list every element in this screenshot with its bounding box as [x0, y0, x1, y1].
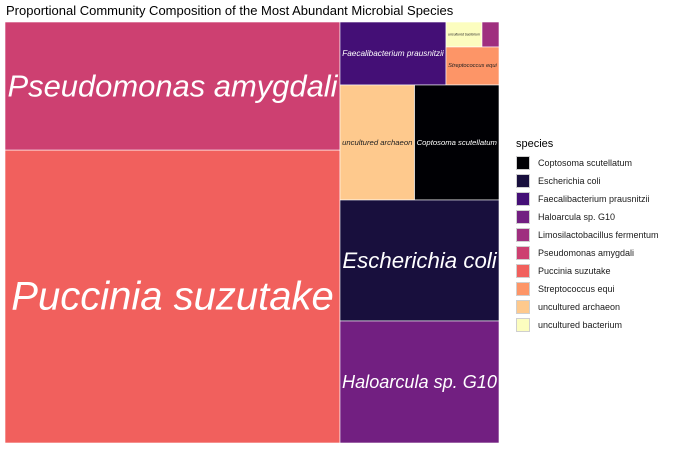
- legend-key: [516, 300, 530, 314]
- tile-label-coptosoma-scutellatum: Coptosoma scutellatum: [417, 138, 498, 147]
- legend-key: [516, 210, 530, 224]
- tile-haloarcula-sp-g10: [339, 320, 500, 444]
- legend-item-uncultured-archaeon: uncultured archaeon: [516, 298, 659, 316]
- legend-key: [516, 192, 530, 206]
- legend-title: species: [516, 138, 554, 150]
- legend-items: Coptosoma scutellatum Escherichia coli Fae…: [516, 154, 659, 334]
- tile-label-puccinia-suzutake: Puccinia suzutake: [11, 275, 333, 319]
- tile-label-haloarcula-sp-g10: Haloarcula sp. G10: [342, 372, 497, 392]
- legend-label: uncultured archaeon: [538, 302, 621, 312]
- legend-key: [516, 282, 530, 296]
- legend-label: Puccinia suzutake: [538, 266, 611, 276]
- legend-label: Pseudomonas amygdali: [538, 248, 635, 258]
- tile-label-uncultured-bacterium: uncultured bacterium: [448, 33, 480, 37]
- legend: species Coptosoma scutellatum Escherichia…: [516, 138, 659, 334]
- legend-label: Coptosoma scutellatum: [538, 158, 633, 168]
- legend-key: [516, 246, 530, 260]
- tile-puccinia-suzutake: [4, 149, 341, 444]
- tile-label-pseudomonas-amygdali: Pseudomonas amygdali: [7, 69, 338, 104]
- legend-item-streptococcus-equi: Streptococcus equi: [516, 280, 659, 298]
- legend-item-escherichia-coli: Escherichia coli: [516, 172, 659, 190]
- legend-key: [516, 264, 530, 278]
- legend-item-pseudomonas-amygdali: Pseudomonas amygdali: [516, 244, 659, 262]
- tile-uncultured-archaeon: [339, 84, 415, 201]
- legend-label: Limosilactobacillus fermentum: [538, 230, 659, 240]
- legend-item-haloarcula-sp-g10: Haloarcula sp. G10: [516, 208, 659, 226]
- tile-label-uncultured-archaeon: uncultured archaeon: [342, 138, 412, 147]
- legend-label: Faecalibacterium prausnitzii: [538, 194, 650, 204]
- legend-key: [516, 318, 530, 332]
- tile-label-streptococcus-equi: Streptococcus equi: [448, 63, 497, 69]
- legend-label: Escherichia coli: [538, 176, 601, 186]
- tile-limosilactobacillus-fermentum: [481, 21, 500, 48]
- tile-label-faecalibacterium-prausnitzii: Faecalibacterium prausnitzii: [342, 49, 444, 58]
- legend-item-uncultured-bacterium: uncultured bacterium: [516, 316, 659, 334]
- tile-coptosoma-scutellatum: [414, 84, 500, 201]
- legend-item-puccinia-suzutake: Puccinia suzutake: [516, 262, 659, 280]
- treemap: Pseudomonas amygdali Puccinia suzutake Fae…: [4, 21, 500, 444]
- legend-item-limosilactobacillus-fermentum: Limosilactobacillus fermentum: [516, 226, 659, 244]
- legend-label: uncultured bacterium: [538, 320, 623, 330]
- legend-item-coptosoma-scutellatum: Coptosoma scutellatum: [516, 154, 659, 172]
- tile-escherichia-coli: [339, 199, 500, 322]
- chart-title: Proportional Community Composition of th…: [6, 3, 454, 18]
- legend-label: Streptococcus equi: [538, 284, 615, 294]
- legend-item-faecalibacterium-prausnitzii: Faecalibacterium prausnitzii: [516, 190, 659, 208]
- legend-key: [516, 228, 530, 242]
- tile-streptococcus-equi: [445, 46, 500, 86]
- legend-key: [516, 156, 530, 170]
- legend-key: [516, 174, 530, 188]
- legend-label: Haloarcula sp. G10: [538, 212, 616, 222]
- tile-label-escherichia-coli: Escherichia coli: [342, 248, 497, 273]
